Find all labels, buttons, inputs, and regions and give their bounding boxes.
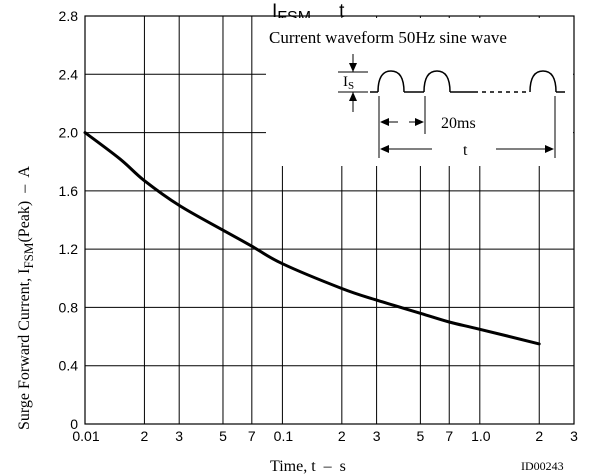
y-axis-label-prefix: Surge Forward Current, I	[16, 269, 33, 430]
x-tick-label: 2	[141, 428, 149, 444]
x-tick-label: 5	[219, 428, 227, 444]
y-axis-label-suffix: (Peak) – A	[16, 166, 33, 243]
y-tick-label: 0	[70, 416, 78, 432]
plot-frame	[84, 15, 575, 425]
x-tick-labels: 0.01 2 3 5 7 0.1 2 3 5 7 1.0 2 3	[72, 428, 578, 444]
x-tick-label: 3	[373, 428, 381, 444]
waveform-pulse-2	[423, 70, 451, 93]
x-tick-label: 5	[416, 428, 424, 444]
is-label-sub: S	[348, 80, 354, 92]
x-tick-label: 3	[570, 428, 578, 444]
duration-arrowhead-left	[380, 145, 389, 153]
figure-id: ID00243	[521, 459, 564, 473]
y-axis-label: Surge Forward Current, IFSM(Peak) – A	[16, 166, 36, 430]
is-upper-arrowhead	[349, 63, 357, 72]
waveform-arrowheads	[349, 63, 554, 153]
x-tick-label: 3	[175, 428, 183, 444]
waveform-title: Current waveform 50Hz sine wave	[269, 28, 507, 47]
x-tick-label: 0.1	[274, 428, 294, 444]
period-arrowhead-right	[415, 118, 424, 126]
x-tick-label: 2	[338, 428, 346, 444]
x-tick-label: 0.01	[72, 428, 99, 444]
waveform-pulse-3	[529, 70, 557, 93]
x-tick-label: 7	[445, 428, 453, 444]
y-tick-label: 0.8	[59, 299, 79, 315]
is-label-main: I	[343, 74, 348, 90]
period-arrowhead-left	[380, 118, 389, 126]
y-tick-label: 2.4	[59, 66, 79, 82]
y-axis-label-sub: FSM	[21, 242, 36, 268]
x-tick-label: 1.0	[471, 428, 491, 444]
duration-label: t	[463, 142, 468, 159]
is-lower-arrowhead	[349, 92, 357, 101]
title-main: I	[272, 1, 277, 22]
x-tick-label: 2	[535, 428, 543, 444]
y-tick-labels: 0 0.4 0.8 1.2 1.6 2.0 2.4 2.8	[59, 8, 79, 432]
y-tick-label: 1.6	[59, 183, 79, 199]
y-tick-label: 0.4	[59, 358, 79, 374]
title-rest: t	[339, 1, 345, 22]
x-tick-label: 7	[248, 428, 256, 444]
series-layer	[83, 131, 541, 346]
duration-arrowhead-right	[545, 145, 554, 153]
is-label: IS	[343, 74, 354, 92]
waveform-pulse-1	[377, 70, 405, 93]
y-tick-label: 2.8	[59, 8, 79, 24]
period-label: 20ms	[441, 115, 476, 132]
x-axis-label: Time, t – s	[270, 458, 346, 475]
series-line	[83, 131, 541, 346]
y-tick-label: 2.0	[59, 125, 79, 141]
y-tick-label: 1.2	[59, 241, 79, 257]
